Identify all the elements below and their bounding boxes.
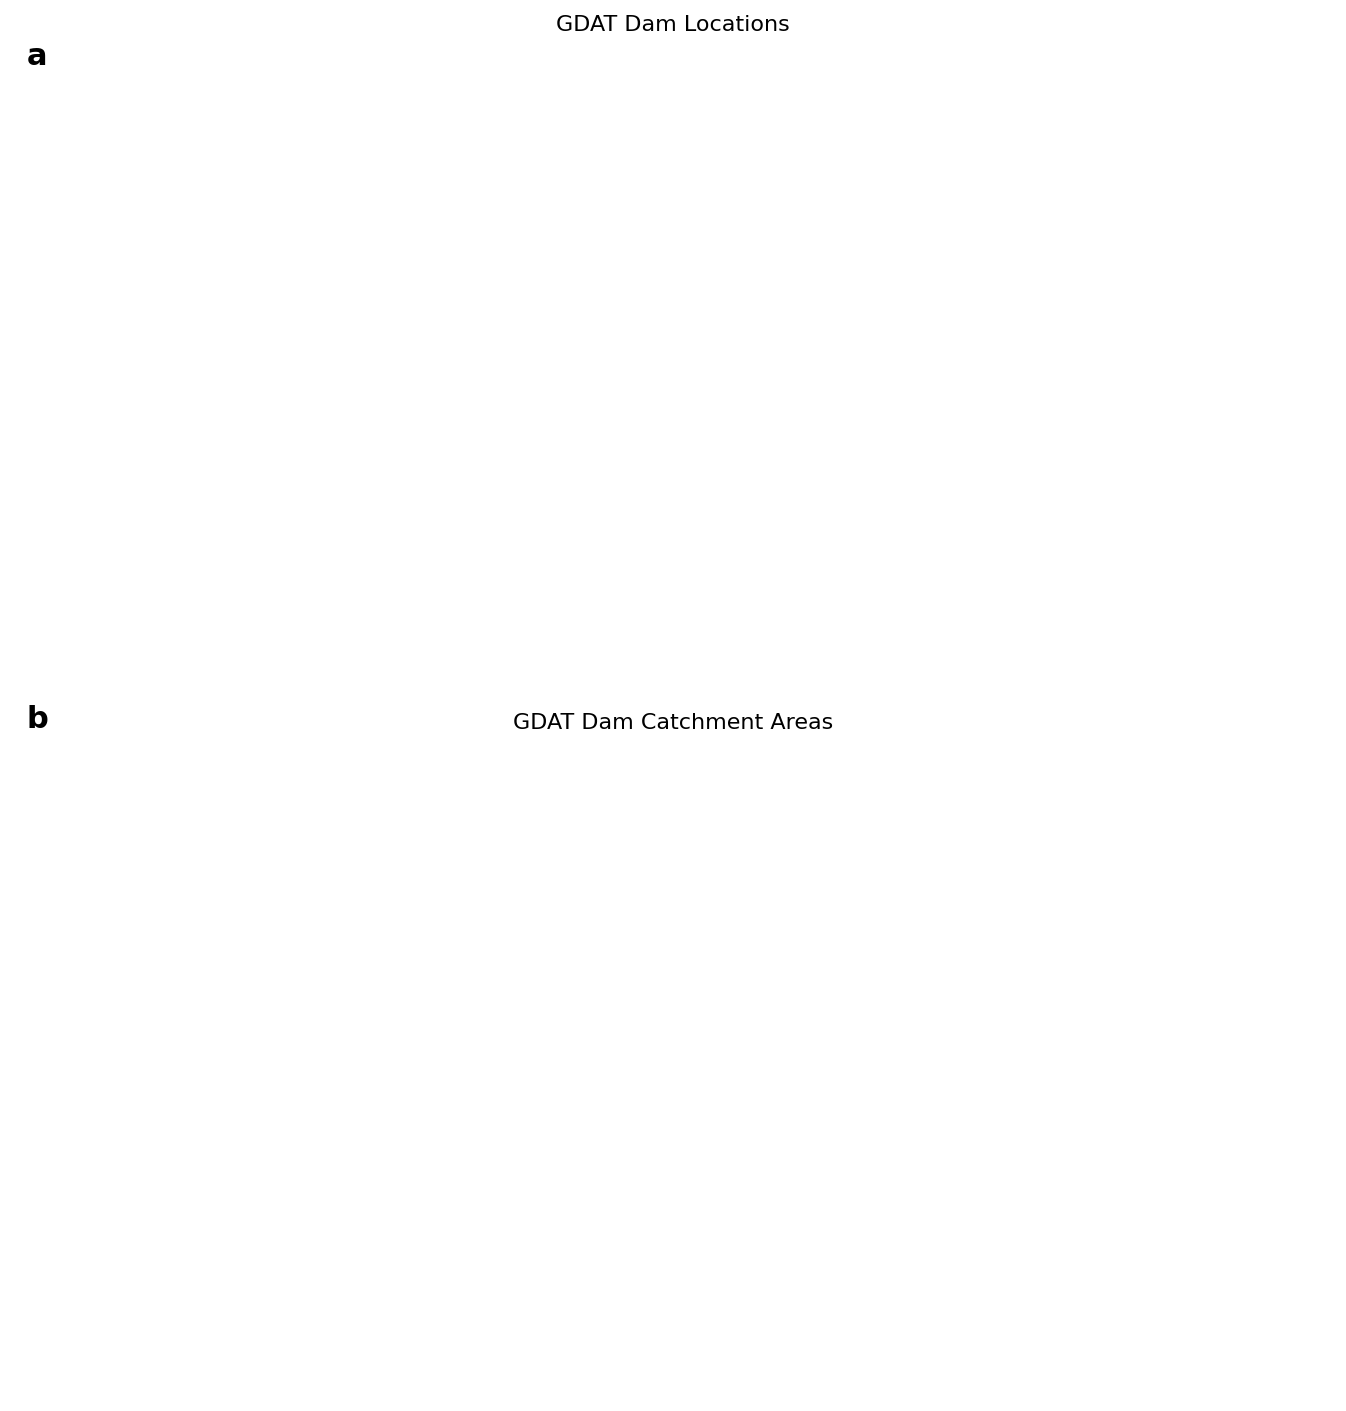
Text: a: a [27,42,47,72]
Title: GDAT Dam Catchment Areas: GDAT Dam Catchment Areas [513,713,833,732]
Title: GDAT Dam Locations: GDAT Dam Locations [556,16,790,35]
Text: b: b [27,706,48,735]
